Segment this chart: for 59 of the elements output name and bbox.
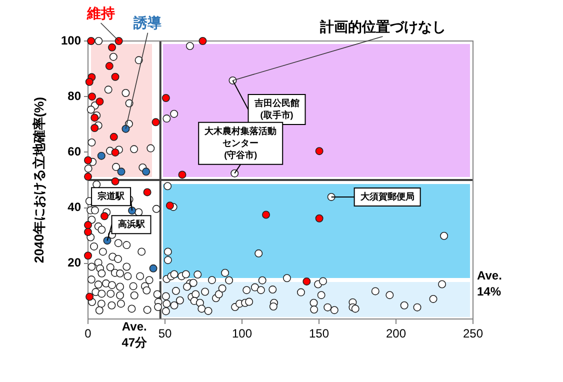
y-tick-label: 60 <box>68 144 82 159</box>
point <box>111 148 120 156</box>
point <box>105 62 114 70</box>
point <box>84 228 92 236</box>
ref-line-label: Ave. 14% <box>477 268 502 298</box>
point <box>84 221 92 230</box>
point <box>262 210 270 219</box>
point <box>88 92 96 101</box>
x-tick-label: 200 <box>386 326 406 341</box>
point <box>111 177 120 186</box>
point <box>84 156 92 164</box>
point <box>166 202 174 210</box>
point <box>90 114 99 122</box>
y-tick-label: 20 <box>68 256 82 270</box>
point <box>90 124 99 132</box>
point <box>84 252 92 260</box>
x-tick-label: 150 <box>308 326 330 341</box>
point <box>86 292 94 301</box>
annotation: 吉田公民館(取手市) <box>253 98 300 120</box>
point <box>108 43 116 52</box>
text: 計画的位置づけなし <box>318 18 446 34</box>
point <box>315 147 324 156</box>
point <box>85 78 94 86</box>
point <box>122 124 130 133</box>
annotation: 宗道駅 <box>96 191 126 202</box>
point <box>302 277 311 286</box>
point <box>178 170 186 179</box>
point <box>149 264 158 272</box>
point <box>114 37 123 45</box>
point <box>96 98 104 106</box>
y-axis-title: 2040年における立地確率(%) <box>31 96 46 264</box>
x-tick-label: 250 <box>462 326 484 341</box>
annotation: 高浜駅 <box>118 219 146 230</box>
point <box>117 168 126 176</box>
point <box>103 236 112 245</box>
text: 誘導 <box>132 14 163 31</box>
point <box>315 214 324 222</box>
y-tick-label: 40 <box>68 200 82 214</box>
series-label: 維持 <box>86 4 115 21</box>
point <box>97 152 106 160</box>
point <box>142 168 150 176</box>
annotation: 大木農村集落活動センター(守谷市) <box>204 126 277 160</box>
point <box>152 118 160 126</box>
point <box>100 212 108 220</box>
x-tick-label: 50 <box>158 326 172 341</box>
point <box>84 172 92 181</box>
point <box>198 37 207 45</box>
point <box>128 206 136 215</box>
point <box>110 132 118 141</box>
y-tick-label: 80 <box>68 88 82 103</box>
point <box>162 94 170 102</box>
point <box>111 72 120 81</box>
x-tick-label: 100 <box>232 326 252 341</box>
annotation: 大須賀郵便局 <box>360 191 414 202</box>
y-tick-label: 100 <box>60 33 82 48</box>
point <box>87 37 96 45</box>
x-tick-label: 0 <box>84 326 92 341</box>
point <box>143 188 152 196</box>
ref-line-label: Ave. 47分 <box>122 319 148 350</box>
